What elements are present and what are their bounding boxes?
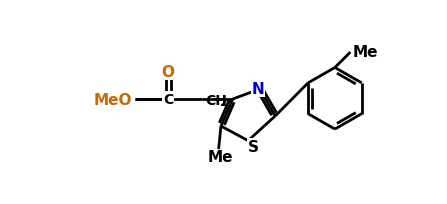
Text: Me: Me — [207, 150, 233, 164]
Text: O: O — [162, 64, 175, 79]
Text: C: C — [163, 93, 173, 106]
Text: MeO: MeO — [93, 92, 132, 107]
Text: Me: Me — [353, 45, 378, 60]
Text: 2: 2 — [219, 98, 226, 108]
Text: S: S — [248, 139, 259, 154]
Text: N: N — [252, 81, 265, 96]
Text: CH: CH — [206, 93, 228, 107]
